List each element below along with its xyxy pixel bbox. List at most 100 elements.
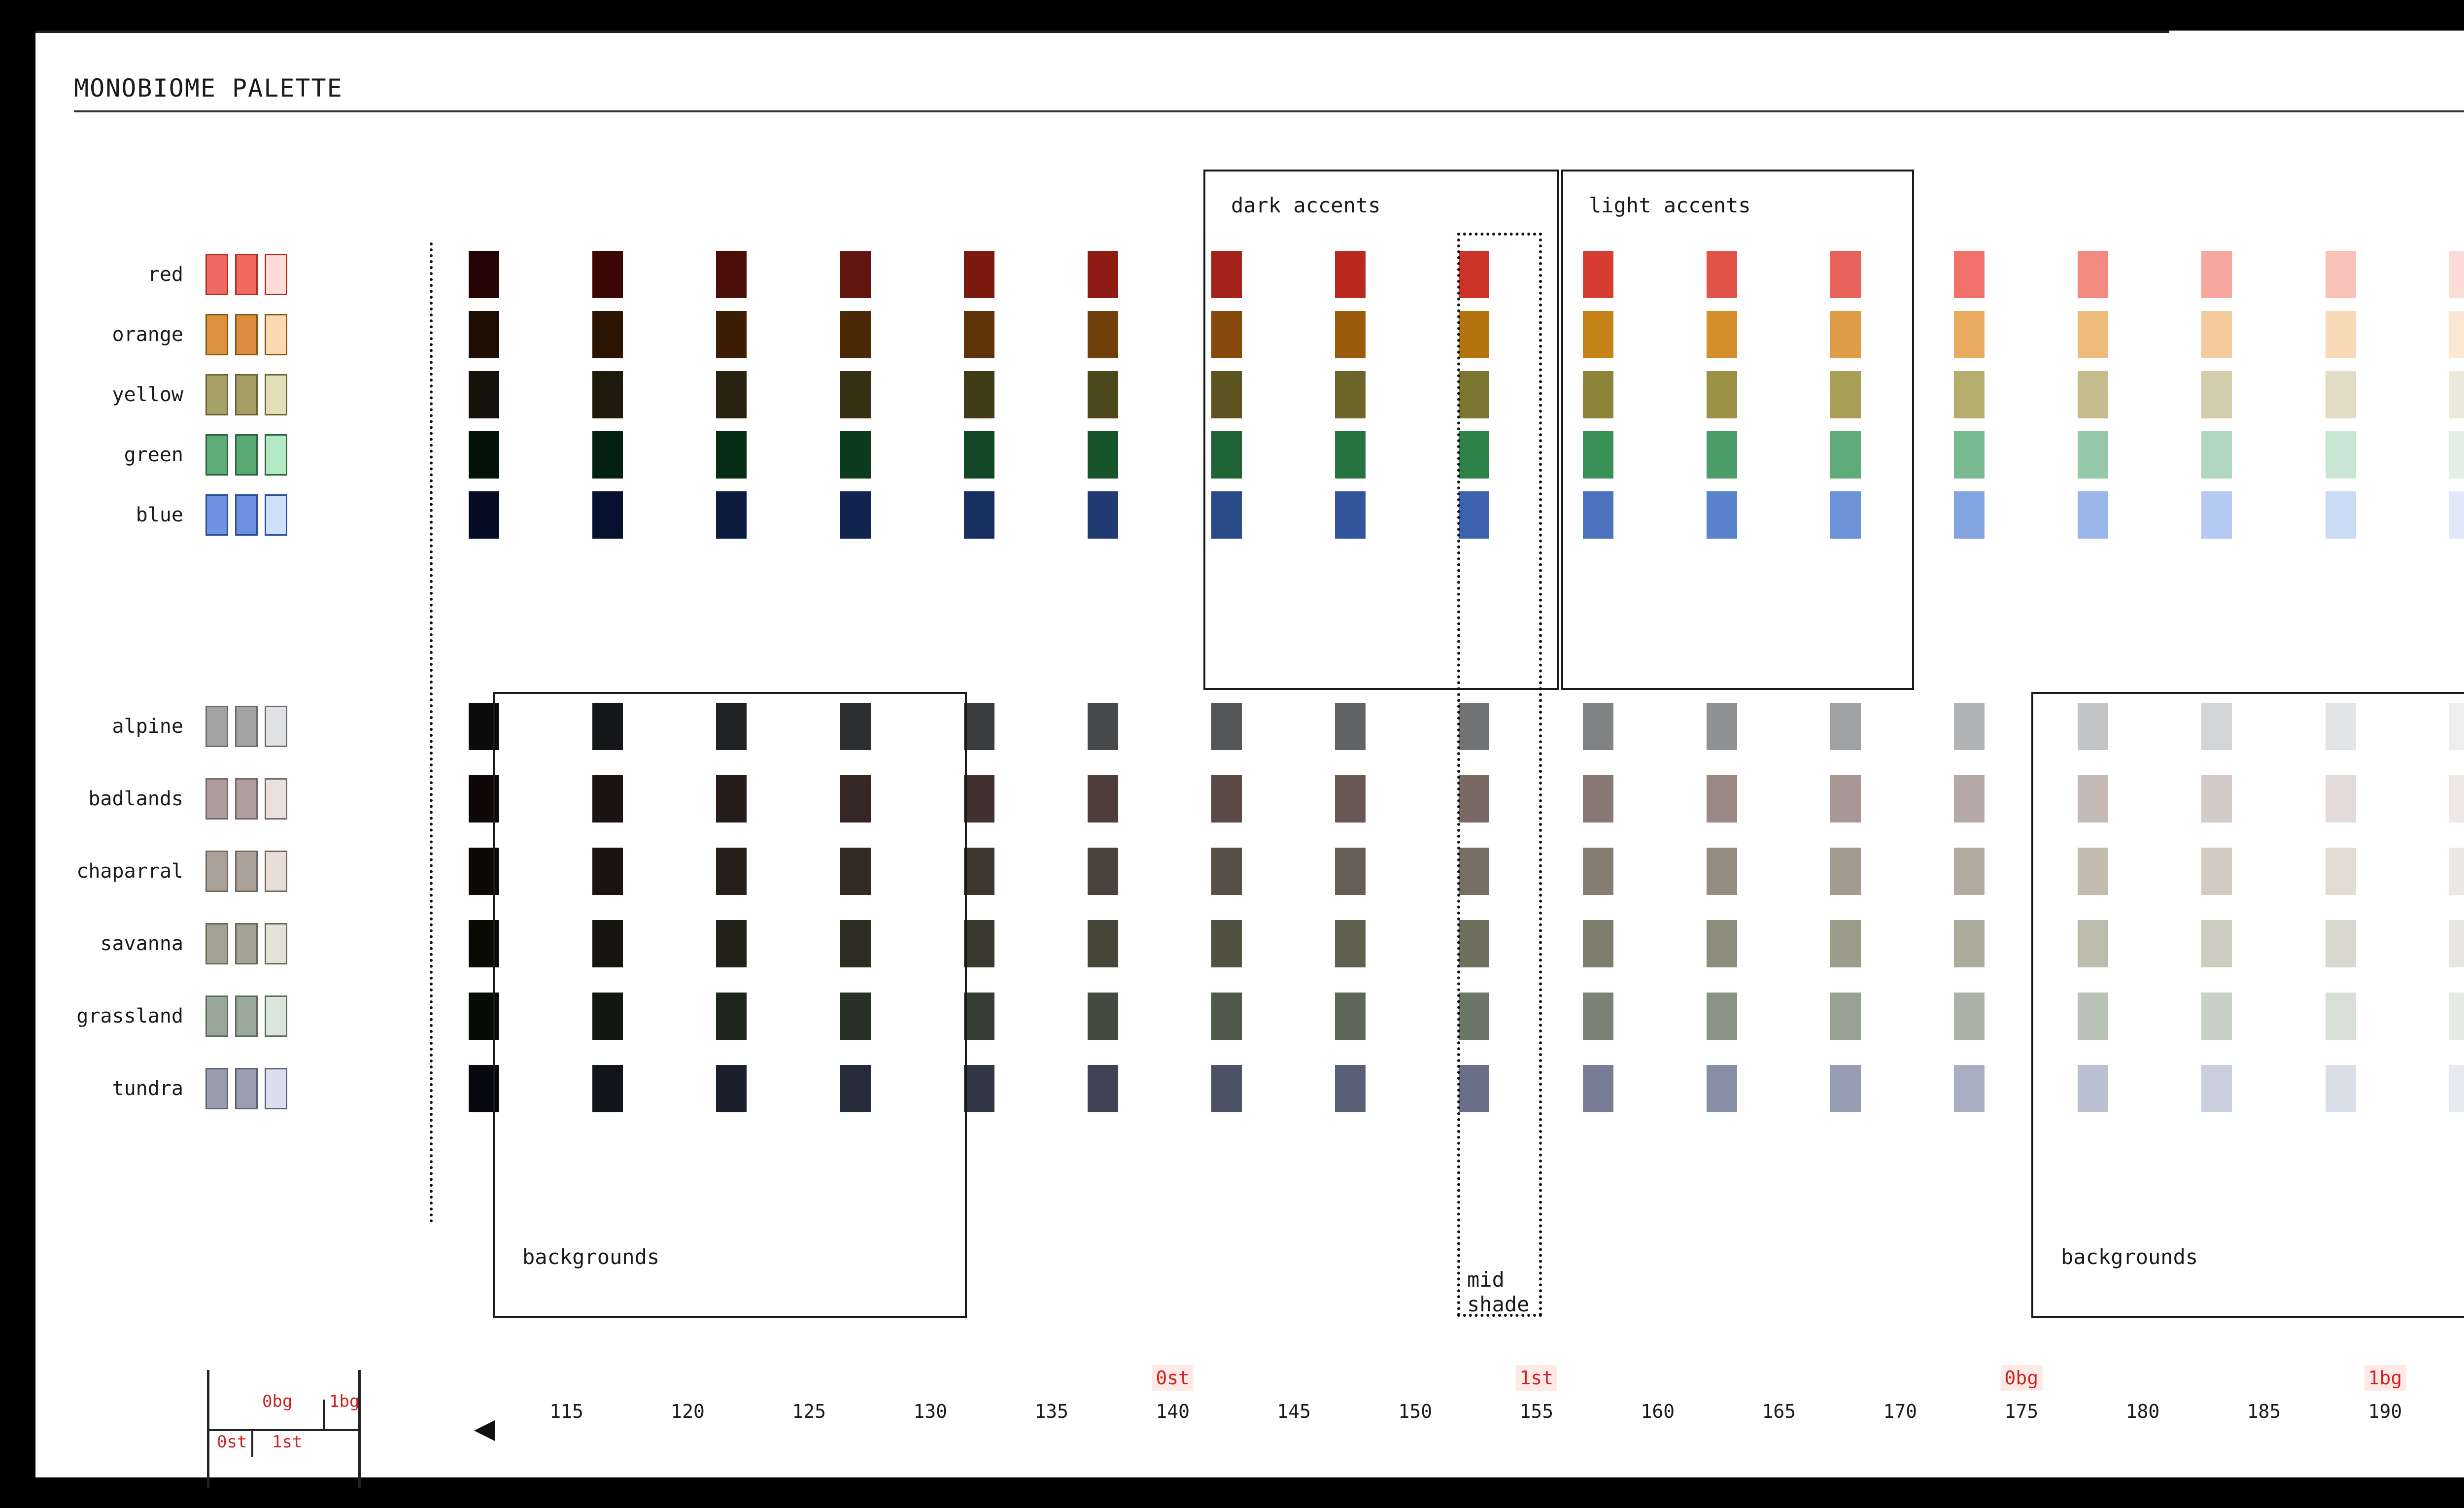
swatch-tundra-130[interactable] [840, 1065, 871, 1112]
swatch-red-160[interactable] [1582, 251, 1613, 298]
key-swatch-tundra-2[interactable] [265, 1068, 287, 1109]
swatch-red-145[interactable] [1211, 251, 1242, 298]
swatch-yellow-150[interactable] [1335, 371, 1366, 418]
swatch-blue-190[interactable] [2325, 491, 2356, 539]
swatch-blue-180[interactable] [2078, 491, 2109, 539]
swatch-savanna-195[interactable] [2449, 920, 2464, 967]
swatch-tundra-145[interactable] [1211, 1065, 1242, 1112]
swatch-chaparral-150[interactable] [1335, 848, 1366, 895]
swatch-green-190[interactable] [2325, 431, 2356, 479]
swatch-badlands-150[interactable] [1335, 775, 1366, 823]
swatch-green-180[interactable] [2078, 431, 2109, 479]
swatch-badlands-160[interactable] [1582, 775, 1613, 823]
swatch-blue-150[interactable] [1335, 491, 1366, 539]
key-swatch-tundra-1[interactable] [235, 1068, 258, 1109]
swatch-savanna-140[interactable] [1087, 920, 1118, 967]
swatch-yellow-190[interactable] [2325, 371, 2356, 418]
swatch-red-165[interactable] [1706, 251, 1737, 298]
swatch-blue-195[interactable] [2449, 491, 2464, 539]
swatch-orange-135[interactable] [963, 311, 994, 358]
swatch-badlands-135[interactable] [963, 775, 994, 823]
key-swatch-chaparral-2[interactable] [265, 851, 287, 892]
key-swatch-chaparral-1[interactable] [235, 851, 258, 892]
swatch-alpine-185[interactable] [2201, 703, 2232, 750]
swatch-blue-170[interactable] [1830, 491, 1861, 539]
swatch-orange-190[interactable] [2325, 311, 2356, 358]
swatch-yellow-140[interactable] [1087, 371, 1118, 418]
key-swatch-orange-2[interactable] [265, 314, 287, 355]
swatch-savanna-125[interactable] [716, 920, 747, 967]
swatch-red-120[interactable] [592, 251, 623, 298]
swatch-blue-185[interactable] [2201, 491, 2232, 539]
key-swatch-blue-0[interactable] [205, 494, 228, 536]
swatch-orange-185[interactable] [2201, 311, 2232, 358]
key-swatch-yellow-0[interactable] [205, 374, 228, 415]
swatch-tundra-140[interactable] [1087, 1065, 1118, 1112]
swatch-badlands-195[interactable] [2449, 775, 2464, 823]
swatch-yellow-180[interactable] [2078, 371, 2109, 418]
swatch-grassland-145[interactable] [1211, 993, 1242, 1040]
swatch-savanna-180[interactable] [2078, 920, 2109, 967]
swatch-yellow-175[interactable] [1954, 371, 1985, 418]
key-swatch-orange-1[interactable] [235, 314, 258, 355]
swatch-savanna-155[interactable] [1459, 920, 1490, 967]
swatch-orange-195[interactable] [2449, 311, 2464, 358]
swatch-alpine-140[interactable] [1087, 703, 1118, 750]
swatch-alpine-165[interactable] [1706, 703, 1737, 750]
swatch-chaparral-120[interactable] [592, 848, 623, 895]
swatch-chaparral-185[interactable] [2201, 848, 2232, 895]
swatch-blue-125[interactable] [716, 491, 747, 539]
swatch-alpine-170[interactable] [1830, 703, 1861, 750]
key-swatch-tundra-0[interactable] [205, 1068, 228, 1109]
key-swatch-red-0[interactable] [205, 254, 228, 295]
swatch-red-175[interactable] [1954, 251, 1985, 298]
swatch-yellow-135[interactable] [963, 371, 994, 418]
swatch-tundra-175[interactable] [1954, 1065, 1985, 1112]
swatch-green-175[interactable] [1954, 431, 1985, 479]
swatch-chaparral-145[interactable] [1211, 848, 1242, 895]
swatch-red-135[interactable] [963, 251, 994, 298]
swatch-chaparral-170[interactable] [1830, 848, 1861, 895]
swatch-tundra-155[interactable] [1459, 1065, 1490, 1112]
swatch-red-170[interactable] [1830, 251, 1861, 298]
swatch-grassland-120[interactable] [592, 993, 623, 1040]
swatch-grassland-185[interactable] [2201, 993, 2232, 1040]
key-swatch-blue-1[interactable] [235, 494, 258, 536]
key-swatch-yellow-1[interactable] [235, 374, 258, 415]
swatch-green-140[interactable] [1087, 431, 1118, 479]
swatch-alpine-180[interactable] [2078, 703, 2109, 750]
swatch-alpine-130[interactable] [840, 703, 871, 750]
swatch-grassland-190[interactable] [2325, 993, 2356, 1040]
swatch-tundra-125[interactable] [716, 1065, 747, 1112]
swatch-green-160[interactable] [1582, 431, 1613, 479]
swatch-yellow-115[interactable] [469, 371, 499, 418]
swatch-savanna-170[interactable] [1830, 920, 1861, 967]
swatch-savanna-145[interactable] [1211, 920, 1242, 967]
swatch-orange-120[interactable] [592, 311, 623, 358]
swatch-chaparral-175[interactable] [1954, 848, 1985, 895]
swatch-grassland-175[interactable] [1954, 993, 1985, 1040]
swatch-red-155[interactable] [1459, 251, 1490, 298]
swatch-blue-130[interactable] [840, 491, 871, 539]
swatch-badlands-185[interactable] [2201, 775, 2232, 823]
key-swatch-red-1[interactable] [235, 254, 258, 295]
swatch-savanna-160[interactable] [1582, 920, 1613, 967]
swatch-savanna-150[interactable] [1335, 920, 1366, 967]
key-swatch-alpine-0[interactable] [205, 706, 228, 747]
swatch-orange-155[interactable] [1459, 311, 1490, 358]
key-swatch-savanna-0[interactable] [205, 923, 228, 964]
key-swatch-savanna-2[interactable] [265, 923, 287, 964]
swatch-badlands-145[interactable] [1211, 775, 1242, 823]
swatch-orange-175[interactable] [1954, 311, 1985, 358]
swatch-grassland-165[interactable] [1706, 993, 1737, 1040]
key-swatch-grassland-2[interactable] [265, 995, 287, 1037]
swatch-orange-150[interactable] [1335, 311, 1366, 358]
key-swatch-badlands-1[interactable] [235, 778, 258, 820]
swatch-grassland-170[interactable] [1830, 993, 1861, 1040]
key-swatch-green-1[interactable] [235, 434, 258, 476]
swatch-grassland-195[interactable] [2449, 993, 2464, 1040]
swatch-alpine-145[interactable] [1211, 703, 1242, 750]
swatch-orange-180[interactable] [2078, 311, 2109, 358]
swatch-grassland-140[interactable] [1087, 993, 1118, 1040]
swatch-tundra-185[interactable] [2201, 1065, 2232, 1112]
